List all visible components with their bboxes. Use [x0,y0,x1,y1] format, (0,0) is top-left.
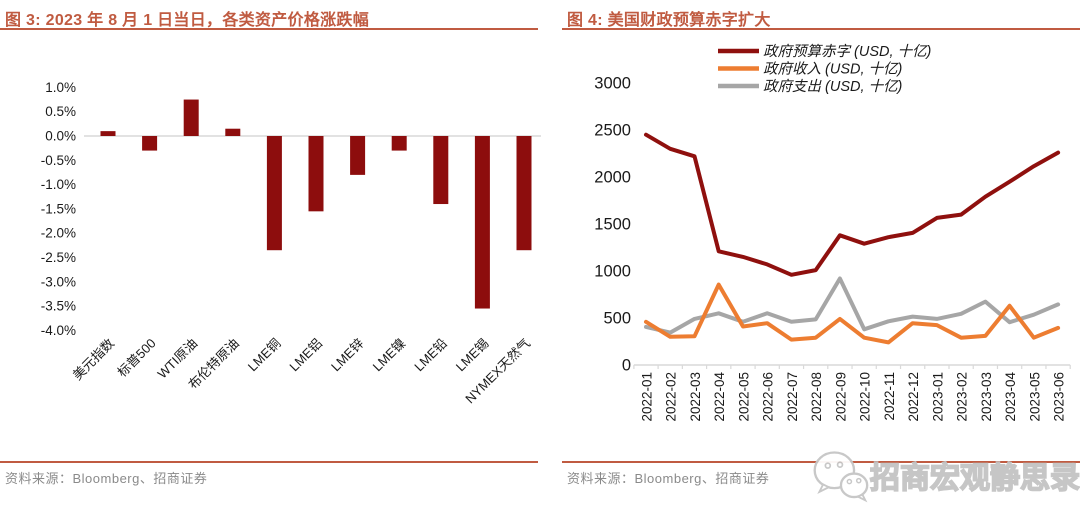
x-tick-label: 2022-12 [906,372,921,422]
x-tick-label: 2023-02 [955,372,970,422]
x-tick-label: 美元指数 [70,336,117,383]
bar-LME铅 [433,136,449,205]
x-tick-label: 2023-05 [1027,372,1042,422]
x-tick-label: 2022-03 [688,372,703,422]
fig3-source: 资料来源：Bloomberg、招商证券 [5,471,208,486]
x-tick-label: 2022-01 [640,372,655,422]
bar-美元指数 [100,131,116,136]
y-tick-label: 500 [603,310,631,328]
fig3-title: 图 3: 2023 年 8 月 1 日当日，各类资产价格涨跌幅 [0,6,538,30]
y-tick-label: 0.5% [45,104,76,119]
y-tick-label: -1.0% [41,177,76,192]
y-tick-label: -1.5% [41,201,76,216]
bar-NYMEX天然气 [516,136,532,251]
bar-WTI原油 [183,99,199,136]
fig4-source-divider [562,461,1080,463]
y-tick-label: 2500 [594,122,631,140]
x-tick-label: 2022-11 [882,372,897,421]
y-tick-label: 2000 [594,169,631,187]
x-tick-label: 2023-06 [1052,372,1067,422]
y-tick-label: -3.0% [41,274,76,289]
x-tick-label: 2022-06 [761,372,776,422]
legend-label: 政府收入 (USD, 十亿) [763,61,902,78]
y-tick-label: -0.5% [41,153,76,168]
x-tick-label: 2023-03 [979,372,994,422]
bar-LME锡 [474,136,490,309]
x-tick-label: 标普500 [114,336,158,380]
y-tick-label: -2.0% [41,226,76,241]
x-tick-label: 2022-02 [664,372,679,422]
fig3-source-divider [0,461,538,463]
y-tick-label: -2.5% [41,250,76,265]
bar-LME镍 [391,136,407,151]
bar-LME铜 [266,136,282,251]
y-tick-label: -4.0% [41,323,76,338]
x-tick-label: 2022-09 [833,372,848,422]
x-tick-label: LME锌 [328,336,367,375]
y-tick-label: 0.0% [45,129,76,144]
fig4-line-chart: 0 500 1000 1500 2000 2500 3000 2022-01 2022-02 20… [594,43,1071,422]
bar-布伦特原油 [225,128,241,136]
y-tick-label: -3.5% [41,299,76,314]
y-tick-label: 1500 [594,216,631,234]
bar-LME锌 [350,136,366,175]
y-tick-label: 0 [622,357,631,375]
y-tick-label: 1000 [594,263,631,281]
legend-label: 政府预算赤字 (USD, 十亿) [763,43,931,60]
x-tick-label: 2022-08 [809,372,824,422]
bar-LME铝 [308,136,324,212]
x-tick-label: 2022-07 [785,372,800,422]
y-tick-label: 3000 [594,75,631,93]
y-tick-label: 1.0% [45,80,76,95]
x-tick-label: LME铜 [245,336,284,375]
x-tick-label: LME铅 [411,336,450,375]
fig3-bar-chart: 1.0% 0.5% 0.0% -0.5% -1.0% -1.5% -2.0% -2.5% -3.… [41,80,541,406]
bar-标普500 [142,136,158,151]
x-tick-label: LME镍 [370,336,409,375]
legend-label: 政府支出 (USD, 十亿) [763,78,902,95]
x-tick-label: LME锡 [453,336,492,375]
fig4-title: 图 4: 美国财政预算赤字扩大 [562,6,1080,30]
x-tick-label: 2023-04 [1003,372,1018,422]
x-tick-label: 2023-01 [930,372,945,422]
x-tick-label: 2022-05 [736,372,751,422]
x-tick-label: LME铝 [286,336,325,375]
series-line-deficit [644,132,1061,277]
fig4-source: 资料来源：Bloomberg、招商证券 [567,471,770,486]
series-line-revenue [644,282,1061,345]
x-tick-label: 2022-10 [858,372,873,422]
series-line-spending [644,276,1061,335]
x-tick-label: 2022-04 [712,372,727,422]
